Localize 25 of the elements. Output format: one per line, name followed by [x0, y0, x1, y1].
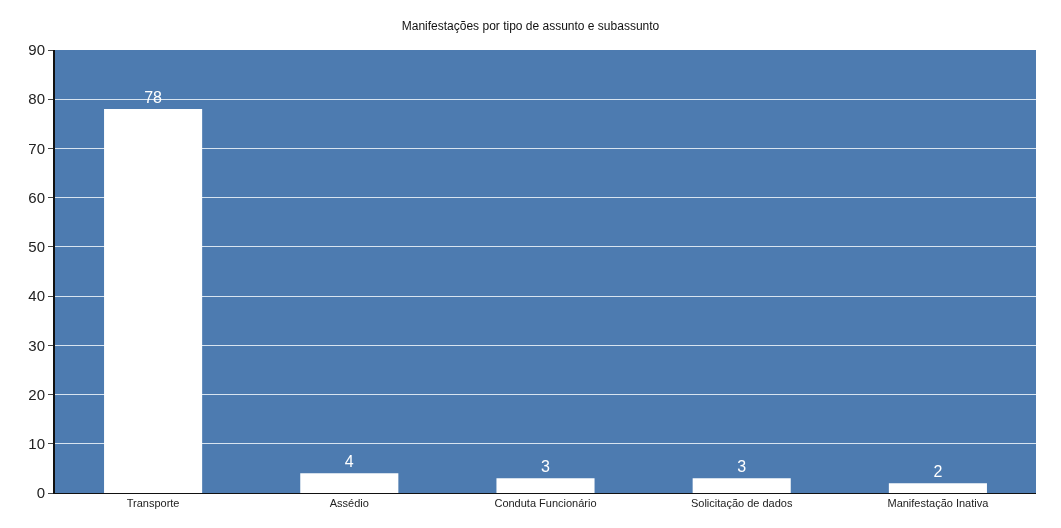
y-tick-label: 90 — [28, 41, 45, 59]
data-label: 4 — [344, 453, 354, 471]
x-tick-label: Transporte — [126, 497, 180, 510]
data-label: 3 — [737, 458, 747, 476]
y-tick-label: 50 — [28, 238, 45, 256]
y-tick-label: 20 — [28, 385, 45, 403]
bar — [496, 478, 595, 493]
y-tick-label: 60 — [28, 188, 45, 206]
y-tick-label: 30 — [28, 336, 45, 354]
y-tick-label: 70 — [28, 139, 45, 157]
bar — [300, 473, 399, 493]
x-tick-label: Solicitação de dados — [690, 497, 793, 510]
y-tick-label: 0 — [36, 484, 45, 502]
bar — [692, 478, 791, 493]
bar — [104, 109, 203, 493]
chart-title: Manifestações por tipo de assunto e subassunto — [401, 18, 660, 33]
y-tick-label: 40 — [28, 287, 45, 305]
x-tick-label: Assédio — [329, 497, 369, 510]
x-tick-label: Manifestação Inativa — [887, 497, 990, 510]
y-tick-label: 10 — [28, 435, 45, 453]
data-label: 3 — [541, 458, 550, 476]
y-tick-label: 80 — [28, 90, 45, 108]
bar — [888, 483, 987, 493]
data-label: 2 — [933, 463, 943, 481]
x-tick-label: Conduta Funcionário — [494, 497, 597, 510]
